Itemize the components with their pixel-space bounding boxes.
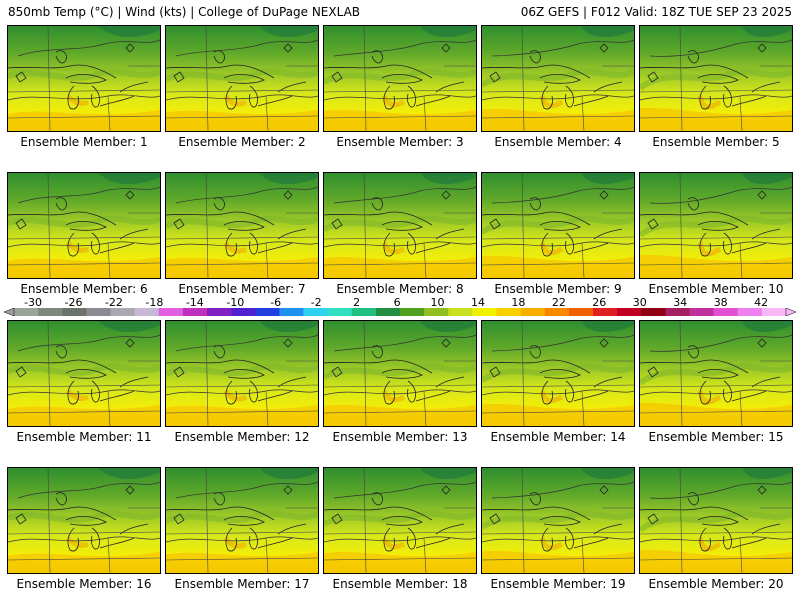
colorbar-segment xyxy=(255,308,280,316)
ensemble-member-label: Ensemble Member: 1 xyxy=(20,135,148,149)
colorbar-segment xyxy=(375,308,401,316)
ensemble-member-map xyxy=(7,25,161,132)
temperature-colorbar: -30 -26 -22 -18 -14 -10 -6 -2 2 6 10 14 18 22 26 30 34 38… xyxy=(3,296,797,317)
ensemble-member-map xyxy=(7,320,161,427)
ensemble-member-label: Ensemble Member: 14 xyxy=(490,430,626,444)
ensemble-member-label: Ensemble Member: 12 xyxy=(174,430,310,444)
colorbar-tick-label: 22 xyxy=(552,296,566,309)
run-info: 06Z GEFS | F012 Valid: 18Z TUE SEP 23 20… xyxy=(520,5,792,19)
ensemble-member-map xyxy=(165,467,319,574)
colorbar-segment xyxy=(279,308,304,316)
colorbar-segment xyxy=(207,308,232,316)
colorbar-tick-label: 38 xyxy=(714,296,728,309)
colorbar-segment xyxy=(134,308,160,316)
colorbar-segment xyxy=(641,308,666,316)
ensemble-member-map xyxy=(481,320,635,427)
colorbar-tick-label: 30 xyxy=(633,296,647,309)
map-title: 850mb Temp (°C) | Wind (kts) | College o… xyxy=(8,5,361,19)
colorbar-segment xyxy=(448,308,473,316)
colorbar-segment xyxy=(689,308,714,316)
ensemble-member-label: Ensemble Member: 2 xyxy=(178,135,306,149)
ensemble-member-map xyxy=(165,172,319,279)
ensemble-member-label: Ensemble Member: 20 xyxy=(648,577,784,591)
colorbar-segment xyxy=(593,308,618,316)
ensemble-member-label: Ensemble Member: 19 xyxy=(490,577,626,591)
colorbar-segment xyxy=(38,308,63,316)
ensemble-member-map xyxy=(639,172,793,279)
ensemble-member-map xyxy=(639,320,793,427)
colorbar-tick-label: -10 xyxy=(226,296,244,309)
ensemble-member-map xyxy=(481,172,635,279)
ensemble-member-map xyxy=(323,25,477,132)
ensemble-member-label: Ensemble Member: 11 xyxy=(16,430,152,444)
colorbar-tick-label: 2 xyxy=(353,296,360,309)
colorbar-tick-label: 42 xyxy=(754,296,768,309)
colorbar-segment xyxy=(62,308,87,316)
ensemble-member-map xyxy=(481,25,635,132)
colorbar-tick-label: -2 xyxy=(311,296,322,309)
ensemble-member-map xyxy=(481,467,635,574)
colorbar-tick-label: -22 xyxy=(105,296,123,309)
colorbar-segment xyxy=(472,308,497,316)
colorbar-segment xyxy=(617,308,642,316)
colorbar-tick-label: -18 xyxy=(145,296,163,309)
colorbar-tick-label: 6 xyxy=(394,296,401,309)
colorbar-segment xyxy=(351,308,377,316)
colorbar-max-arrow xyxy=(785,307,797,317)
colorbar-tick-label: 18 xyxy=(511,296,525,309)
colorbar-tick-label: -26 xyxy=(65,296,83,309)
colorbar-segment xyxy=(761,308,787,316)
ensemble-member-label: Ensemble Member: 3 xyxy=(336,135,464,149)
ensemble-member-label: Ensemble Member: 16 xyxy=(16,577,152,591)
colorbar-tick-label: 10 xyxy=(431,296,445,309)
colorbar-min-arrow xyxy=(3,307,15,317)
colorbar-segment xyxy=(14,308,39,316)
colorbar-segment xyxy=(737,308,763,316)
colorbar-tick-label: 14 xyxy=(471,296,485,309)
colorbar-segment xyxy=(424,308,449,316)
ensemble-member-map xyxy=(7,467,161,574)
ensemble-member-label: Ensemble Member: 13 xyxy=(332,430,468,444)
ensemble-member-map xyxy=(639,25,793,132)
ensemble-member-label: Ensemble Member: 9 xyxy=(494,282,622,296)
ensemble-member-map xyxy=(323,172,477,279)
colorbar-segment xyxy=(303,308,328,316)
ensemble-member-map xyxy=(165,25,319,132)
colorbar-segment xyxy=(713,308,739,316)
colorbar-segment xyxy=(665,308,690,316)
colorbar-segment xyxy=(86,308,111,316)
ensemble-member-label: Ensemble Member: 15 xyxy=(648,430,784,444)
ensemble-member-label: Ensemble Member: 8 xyxy=(336,282,464,296)
colorbar-segment xyxy=(231,308,256,316)
colorbar-segment xyxy=(520,308,546,316)
colorbar-segment xyxy=(496,308,521,316)
ensemble-member-label: Ensemble Member: 6 xyxy=(20,282,148,296)
ensemble-member-label: Ensemble Member: 7 xyxy=(178,282,306,296)
colorbar-segment xyxy=(568,308,594,316)
colorbar-segment xyxy=(110,308,135,316)
colorbar-tick-label: -30 xyxy=(24,296,42,309)
ensemble-member-label: Ensemble Member: 17 xyxy=(174,577,310,591)
ensemble-member-map xyxy=(323,320,477,427)
ensemble-member-map xyxy=(639,467,793,574)
ensemble-member-label: Ensemble Member: 4 xyxy=(494,135,622,149)
colorbar-segment xyxy=(182,308,208,316)
colorbar-segment xyxy=(544,308,570,316)
colorbar-segment xyxy=(400,308,425,316)
colorbar-tick-label: 34 xyxy=(673,296,687,309)
ensemble-member-map xyxy=(323,467,477,574)
ensemble-member-label: Ensemble Member: 18 xyxy=(332,577,468,591)
ensemble-member-label: Ensemble Member: 5 xyxy=(652,135,780,149)
colorbar-tick-label: -14 xyxy=(186,296,204,309)
ensemble-member-map xyxy=(7,172,161,279)
colorbar-segment xyxy=(327,308,353,316)
ensemble-member-map xyxy=(165,320,319,427)
colorbar-segment xyxy=(158,308,184,316)
colorbar-tick-label: 26 xyxy=(592,296,606,309)
colorbar-tick-label: -6 xyxy=(270,296,281,309)
ensemble-member-label: Ensemble Member: 10 xyxy=(648,282,784,296)
